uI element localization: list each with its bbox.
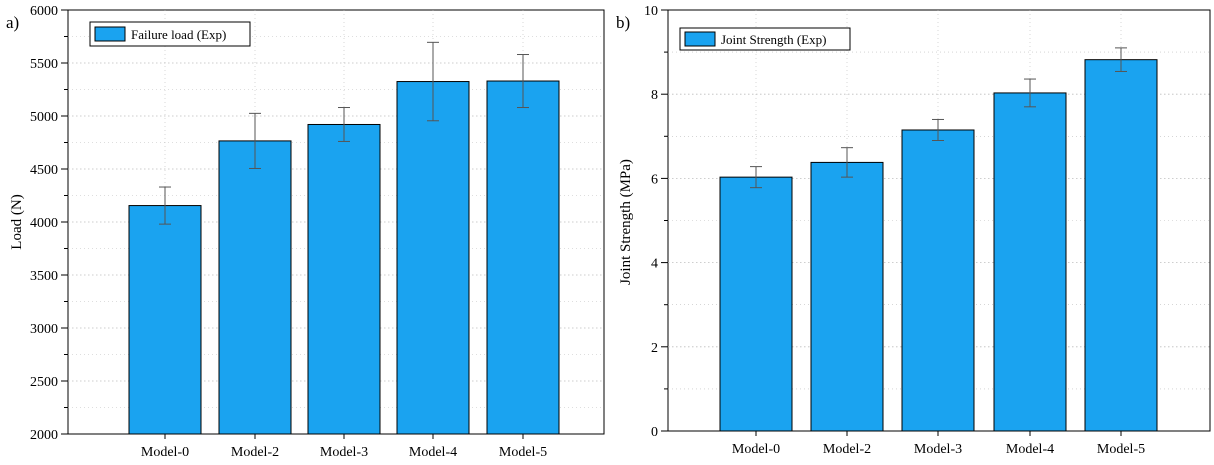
x-tick-label: Model-2 — [231, 445, 279, 460]
y-tick-label: 10 — [644, 4, 658, 19]
y-tick-label: 4500 — [30, 163, 58, 178]
panel-b-y-axis-title: Joint Strength (MPa) — [618, 159, 634, 285]
panel-a-legend: Failure load (Exp) — [89, 21, 251, 47]
y-tick-label: 2500 — [30, 375, 58, 390]
y-tick-label: 4000 — [30, 216, 58, 231]
x-tick-label: Model-2 — [823, 442, 871, 457]
bar — [486, 80, 560, 435]
y-tick-label: 0 — [651, 425, 658, 440]
y-tick-label: 5500 — [30, 57, 58, 72]
bar — [810, 161, 884, 432]
y-tick-label: 5000 — [30, 110, 58, 125]
bar — [396, 81, 470, 435]
x-tick-label: Model-0 — [141, 445, 189, 460]
panel-b-legend-swatch — [684, 31, 716, 47]
bar — [218, 140, 292, 435]
bar — [307, 123, 381, 435]
bar — [128, 205, 202, 435]
x-tick-label: Model-3 — [320, 445, 368, 460]
y-tick-label: 3500 — [30, 269, 58, 284]
panel-b-legend: Joint Strength (Exp) — [679, 27, 851, 51]
bar — [993, 92, 1067, 432]
panel-a-legend-swatch — [94, 26, 126, 42]
panel-a-bars — [128, 41, 560, 435]
x-tick-label: Model-5 — [1097, 442, 1145, 457]
bar — [1084, 59, 1158, 432]
panel-b-label: b) — [616, 13, 630, 32]
panel-b-legend-label: Joint Strength (Exp) — [721, 32, 826, 47]
bar — [719, 176, 793, 432]
panel-a-x-axis: Model-0 Model-2 Model-3 Model-4 Model-5 — [141, 434, 547, 460]
y-tick-label: 6 — [651, 172, 658, 187]
panel-b-x-axis: Model-0 Model-2 Model-3 Model-4 Model-5 — [732, 431, 1145, 457]
x-tick-label: Model-0 — [732, 442, 780, 457]
panel-b-bars — [719, 47, 1158, 432]
x-tick-label: Model-5 — [499, 445, 547, 460]
panel-a-y-axis: 2000 2500 3000 3500 4000 4500 5000 5500 6000 — [30, 4, 68, 443]
panel-a-failure-load: 2000 2500 3000 3500 4000 4500 5000 5500 6000 Mod… — [6, 4, 605, 460]
y-tick-label: 4 — [651, 257, 658, 272]
panel-b-y-axis: 0 2 4 6 8 10 — [644, 4, 668, 440]
bar — [901, 129, 975, 432]
panel-a-y-axis-title: Load (N) — [9, 194, 25, 249]
y-tick-label: 2 — [651, 341, 658, 356]
panel-b-legend-frame — [679, 27, 851, 51]
y-tick-label: 2000 — [30, 428, 58, 443]
panel-a-label: a) — [6, 13, 19, 32]
y-tick-label: 8 — [651, 88, 658, 103]
y-tick-label: 6000 — [30, 4, 58, 19]
x-tick-label: Model-4 — [1006, 442, 1054, 457]
panel-a-legend-label: Failure load (Exp) — [131, 27, 226, 42]
x-tick-label: Model-3 — [914, 442, 962, 457]
y-tick-label: 3000 — [30, 322, 58, 337]
x-tick-label: Model-4 — [409, 445, 457, 460]
